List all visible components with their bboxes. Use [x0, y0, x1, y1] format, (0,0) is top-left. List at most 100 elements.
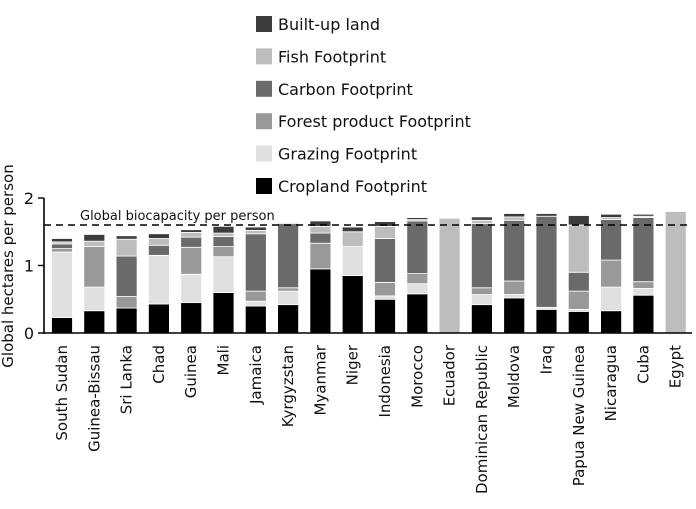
bar-iraq-built-up-land: [535, 213, 558, 217]
bar-stack-iraq: [535, 213, 558, 334]
bar-guinea-bissau-forest-product-footprint: [83, 246, 106, 288]
bar-papua-new-guinea-carbon-footprint: [567, 271, 590, 292]
bar-papua-new-guinea-forest-product-footprint: [567, 290, 590, 310]
x-tick-label-morocco: Morocco: [408, 345, 426, 408]
x-tick-label-dominican-republic: Dominican Republic: [473, 345, 491, 494]
bar-papua-new-guinea-cropland-footprint: [567, 310, 590, 334]
x-tick-label-ecuador: Ecuador: [441, 344, 459, 406]
bar-cuba-cropland-footprint: [632, 294, 655, 334]
bar-dominican-republic-fish-footprint: [470, 219, 493, 225]
reference-line-label: Global biocapacity per person: [80, 209, 275, 224]
bar-sri-lanka-carbon-footprint: [115, 255, 138, 297]
bar-dominican-republic-grazing-footprint: [470, 294, 493, 306]
bar-mali-fish-footprint: [212, 232, 235, 237]
bar-nicaragua-grazing-footprint: [600, 286, 622, 312]
legend-label-carbon-footprint: Carbon Footprint: [278, 80, 413, 99]
bar-jamaica-built-up-land: [244, 226, 267, 231]
bar-nicaragua-cropland-footprint: [600, 310, 622, 334]
y-tick-label: 2: [24, 189, 34, 208]
bar-cuba-grazing-footprint: [632, 288, 655, 296]
bar-moldova-built-up-land: [503, 213, 526, 218]
bar-guinea-cropland-footprint: [180, 302, 203, 334]
x-axis-labels: South Sudan Guinea-Bissau Sri Lanka Chad Gui…: [53, 344, 685, 494]
bar-ecuador-fish-footprint: [438, 217, 461, 334]
bar-guinea-fish-footprint: [180, 232, 203, 238]
bar-egypt-fish-footprint: [664, 211, 687, 334]
bar-dominican-republic-cropland-footprint: [470, 304, 493, 334]
bar-stack-egypt: [664, 211, 687, 334]
bar-moldova-fish-footprint: [503, 216, 526, 221]
bar-kyrgyzstan-carbon-footprint: [277, 223, 300, 289]
x-tick-label-nicaragua: Nicaragua: [602, 345, 620, 421]
bar-guinea-carbon-footprint: [180, 236, 203, 248]
bar-sri-lanka-cropland-footprint: [115, 307, 138, 334]
legend-label-built-up-land: Built-up land: [278, 15, 380, 34]
bar-guinea-forest-product-footprint: [180, 246, 203, 275]
bar-cuba-carbon-footprint: [632, 217, 655, 283]
x-tick-label-south-sudan: South Sudan: [53, 345, 71, 441]
bar-mali-forest-product-footprint: [212, 246, 235, 258]
bar-dominican-republic-built-up-land: [470, 216, 493, 221]
x-tick-label-niger: Niger: [344, 344, 362, 385]
bar-chad-grazing-footprint: [147, 254, 170, 305]
bar-chad-carbon-footprint: [147, 244, 170, 256]
legend-swatch-grazing-footprint: [256, 145, 272, 162]
bar-morocco-grazing-footprint: [406, 283, 429, 295]
bar-niger-built-up-land: [341, 226, 364, 233]
bar-papua-new-guinea-built-up-land: [567, 215, 590, 226]
bar-iraq-carbon-footprint: [535, 215, 558, 308]
x-tick-label-kyrgyzstan: Kyrgyzstan: [279, 345, 297, 427]
bar-guinea-grazing-footprint: [180, 273, 203, 304]
bar-moldova-grazing-footprint: [503, 294, 526, 299]
bar-stack-moldova: [503, 213, 526, 334]
bar-indonesia-carbon-footprint: [374, 238, 396, 283]
bar-chad-cropland-footprint: [147, 303, 170, 334]
bar-indonesia-grazing-footprint: [374, 295, 396, 300]
bar-nicaragua-built-up-land: [600, 213, 622, 218]
bar-moldova-cropland-footprint: [503, 297, 526, 334]
bar-niger-grazing-footprint: [341, 246, 364, 277]
x-tick-label-papua-new-guinea: Papua New Guinea: [570, 345, 588, 486]
bar-myanmar-forest-product-footprint: [309, 242, 332, 270]
legend-label-grazing-footprint: Grazing Footprint: [278, 145, 417, 164]
bar-stack-indonesia: [374, 221, 396, 334]
bar-guinea-bissau-cropland-footprint: [83, 310, 106, 334]
legend-swatch-carbon-footprint: [256, 80, 272, 97]
bar-stack-mali: [212, 225, 235, 334]
bar-indonesia-fish-footprint: [374, 225, 396, 239]
legend-swatch-built-up-land: [256, 16, 272, 32]
bar-dominican-republic-forest-product-footprint: [470, 287, 493, 295]
bar-morocco-cropland-footprint: [406, 293, 429, 334]
x-tick-label-cuba: Cuba: [634, 345, 652, 384]
bar-sri-lanka-fish-footprint: [115, 238, 138, 257]
legend: Built-up land Fish Footprint Carbon Footpr…: [256, 15, 471, 196]
x-tick-label-chad: Chad: [150, 345, 168, 384]
bar-south-sudan-built-up-land: [51, 238, 73, 243]
bar-dominican-republic-carbon-footprint: [470, 223, 493, 289]
bar-sri-lanka-forest-product-footprint: [115, 296, 138, 309]
x-tick-label-iraq: Iraq: [538, 345, 556, 374]
bar-guinea-bissau-fish-footprint: [83, 240, 106, 247]
bar-guinea-bissau-grazing-footprint: [83, 286, 106, 312]
bar-south-sudan-cropland-footprint: [51, 317, 73, 334]
bar-myanmar-fish-footprint: [309, 225, 332, 234]
bar-myanmar-carbon-footprint: [309, 232, 332, 244]
bar-south-sudan-forest-product-footprint: [51, 248, 73, 253]
bar-stack-guinea: [180, 229, 203, 334]
bar-kyrgyzstan-cropland-footprint: [277, 304, 300, 334]
bar-morocco-carbon-footprint: [406, 220, 429, 274]
bar-stack-morocco: [406, 217, 429, 334]
bar-stack-guinea-bissau: [83, 234, 106, 334]
bar-stack-cuba: [632, 213, 655, 334]
bar-stack-sri-lanka: [115, 235, 138, 334]
bar-cuba-built-up-land: [632, 213, 655, 217]
x-tick-label-egypt: Egypt: [667, 345, 685, 388]
bar-moldova-carbon-footprint: [503, 219, 526, 282]
bar-stack-jamaica: [244, 226, 267, 334]
x-tick-label-mali: Mali: [215, 345, 233, 375]
bar-stack-myanmar: [309, 220, 332, 334]
bar-stack-south-sudan: [51, 238, 73, 334]
legend-swatch-cropland-footprint: [256, 178, 272, 194]
bar-stack-chad: [147, 233, 170, 334]
bar-sri-lanka-built-up-land: [115, 235, 138, 240]
